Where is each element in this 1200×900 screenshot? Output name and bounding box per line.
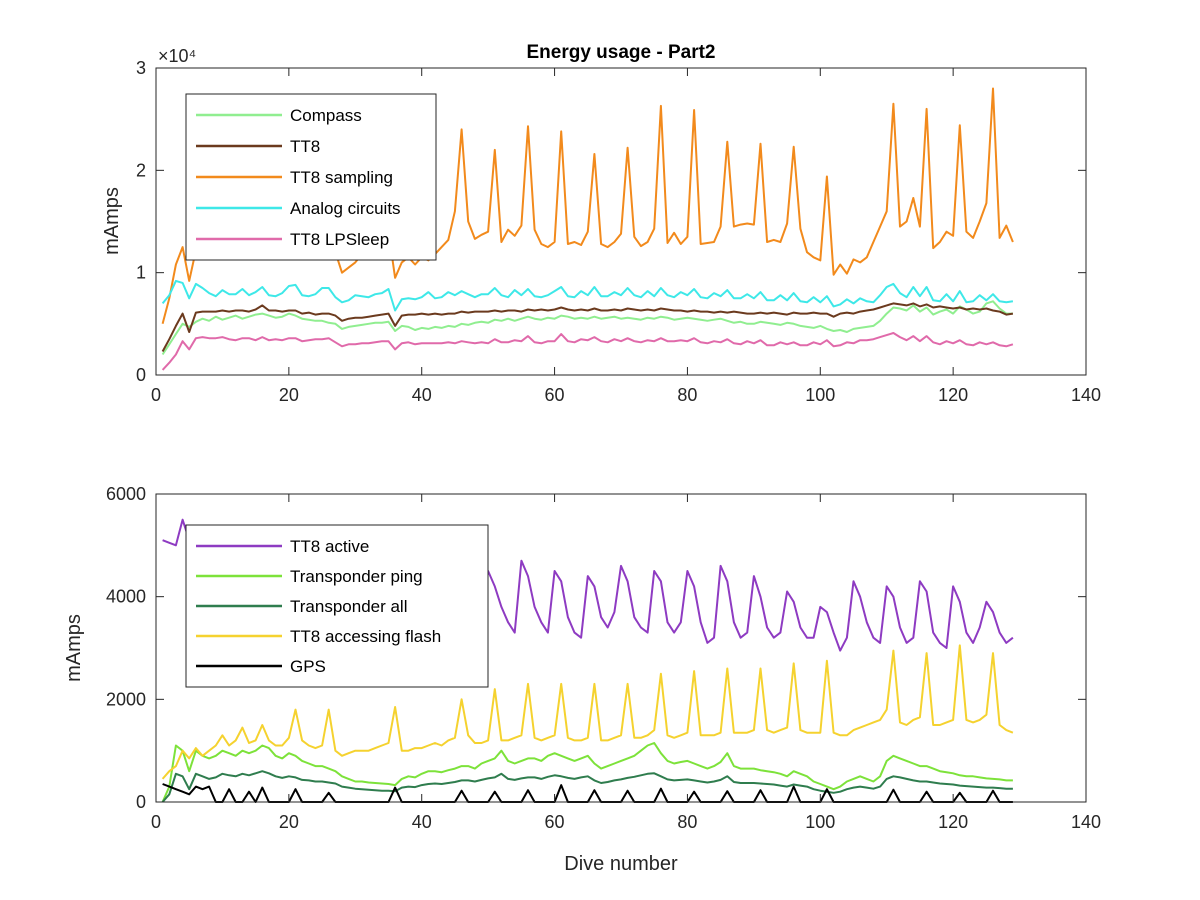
legend-label-tt8-active: TT8 active: [290, 537, 369, 556]
series-line-analog-circuits: [161, 279, 1014, 312]
series-line-tt8: [161, 302, 1014, 352]
bottom-x-tick-label: 100: [805, 812, 835, 832]
top-y-axis-label: mAmps: [101, 187, 123, 255]
bottom-x-tick-label: 80: [677, 812, 697, 832]
top-y-tick-label: 2: [136, 160, 146, 180]
bottom-y-tick-label: 4000: [106, 587, 146, 607]
series-line-tt8-accessing-flash: [161, 644, 1014, 780]
bottom-tick-group: 0 20 40 60 80 100 120 140 0 2000 4000 6000: [106, 484, 1101, 832]
bottom-x-tick-label: 120: [938, 812, 968, 832]
bottom-axes-box: [155, 493, 1087, 803]
top-tick-group: 0 20 40 60 80 100 120 140 0 1 2 3: [136, 58, 1101, 405]
series-line-transponder-all: [161, 770, 1013, 803]
top-x-tick-label: 80: [677, 385, 697, 405]
legend-label-tt8: TT8: [290, 137, 320, 156]
top-x-tick-label: 120: [938, 385, 968, 405]
top-y-tick-label: 0: [136, 365, 146, 385]
top-y-tick-label: 3: [136, 58, 146, 78]
top-x-tick-label: 0: [151, 385, 161, 405]
legend-label-transponder-all: Transponder all: [290, 597, 408, 616]
bottom-y-tick-label: 2000: [106, 689, 146, 709]
bottom-x-tick-label: 60: [545, 812, 565, 832]
legend-label-tt8-lpsleep: TT8 LPSleep: [290, 230, 389, 249]
bottom-subplot: mAmps Dive number 0 20 40 60 80 100 120 140 0 200…: [63, 484, 1101, 875]
bottom-y-tick-label: 6000: [106, 484, 146, 504]
chart-title: Energy usage - Part2: [526, 42, 715, 63]
bottom-legend: TT8 active Transponder ping Transponder al…: [185, 524, 489, 688]
bottom-x-tick-label: 140: [1071, 812, 1101, 832]
bottom-x-tick-label: 20: [279, 812, 299, 832]
x-axis-label: Dive number: [564, 853, 678, 875]
legend-label-transponder-ping: Transponder ping: [290, 567, 423, 586]
bottom-y-tick-label: 0: [136, 792, 146, 812]
legend-label-analog-circuits: Analog circuits: [290, 199, 401, 218]
bottom-y-axis-label: mAmps: [63, 614, 85, 682]
top-subplot: Energy usage - Part2 ×10⁴ mAmps 0 20 40 60 8…: [101, 42, 1101, 405]
bottom-x-tick-label: 40: [412, 812, 432, 832]
top-x-tick-label: 140: [1071, 385, 1101, 405]
legend-label-gps: GPS: [290, 657, 326, 676]
series-line-transponder-ping: [161, 742, 1013, 803]
legend-label-compass: Compass: [290, 106, 362, 125]
top-y-tick-label: 1: [136, 263, 146, 283]
top-x-tick-label: 60: [545, 385, 565, 405]
top-x-tick-label: 40: [412, 385, 432, 405]
top-axes-box: [155, 67, 1087, 376]
legend-label-tt8-sampling: TT8 sampling: [290, 168, 393, 187]
top-x-tick-label: 20: [279, 385, 299, 405]
y-exponent-label: ×10⁴: [158, 46, 196, 66]
legend-label-tt8-accessing-flash: TT8 accessing flash: [290, 627, 441, 646]
bottom-x-tick-label: 0: [151, 812, 161, 832]
series-line-tt8-lpsleep: [161, 332, 1014, 371]
series-line-compass: [161, 300, 1013, 356]
top-legend: Compass TT8 TT8 sampling Analog circuits TT8…: [185, 93, 437, 261]
top-series-group: [161, 87, 1014, 371]
top-x-tick-label: 100: [805, 385, 835, 405]
